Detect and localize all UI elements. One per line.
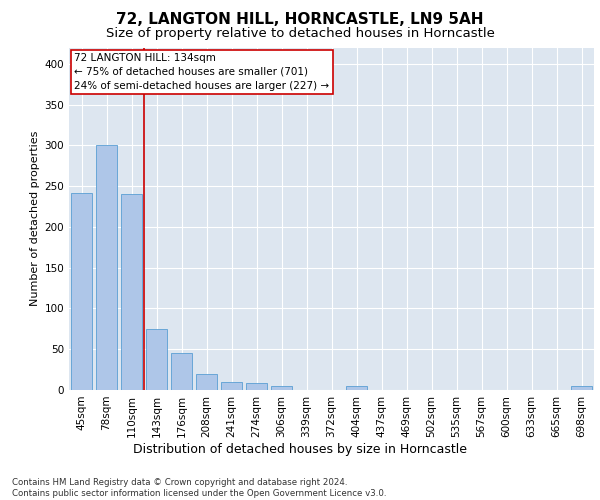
Bar (121, 194, 142, 390)
Text: Size of property relative to detached houses in Horncastle: Size of property relative to detached ho… (106, 28, 494, 40)
Text: Distribution of detached houses by size in Horncastle: Distribution of detached houses by size … (133, 442, 467, 456)
Bar (246, 384, 267, 390)
Bar (171, 354, 192, 390)
Y-axis label: Number of detached properties: Number of detached properties (30, 131, 40, 306)
Bar (146, 329, 167, 390)
Text: 72 LANGTON HILL: 134sqm
← 75% of detached houses are smaller (701)
24% of semi-d: 72 LANGTON HILL: 134sqm ← 75% of detache… (74, 52, 329, 90)
Bar (96, 146, 117, 390)
Text: Contains HM Land Registry data © Crown copyright and database right 2024.
Contai: Contains HM Land Registry data © Crown c… (12, 478, 386, 498)
Bar (196, 374, 217, 390)
Bar (221, 382, 242, 390)
Bar (271, 386, 292, 390)
Bar (571, 386, 592, 390)
Bar (71, 194, 92, 390)
Bar (346, 386, 367, 390)
Text: 72, LANGTON HILL, HORNCASTLE, LN9 5AH: 72, LANGTON HILL, HORNCASTLE, LN9 5AH (116, 12, 484, 28)
